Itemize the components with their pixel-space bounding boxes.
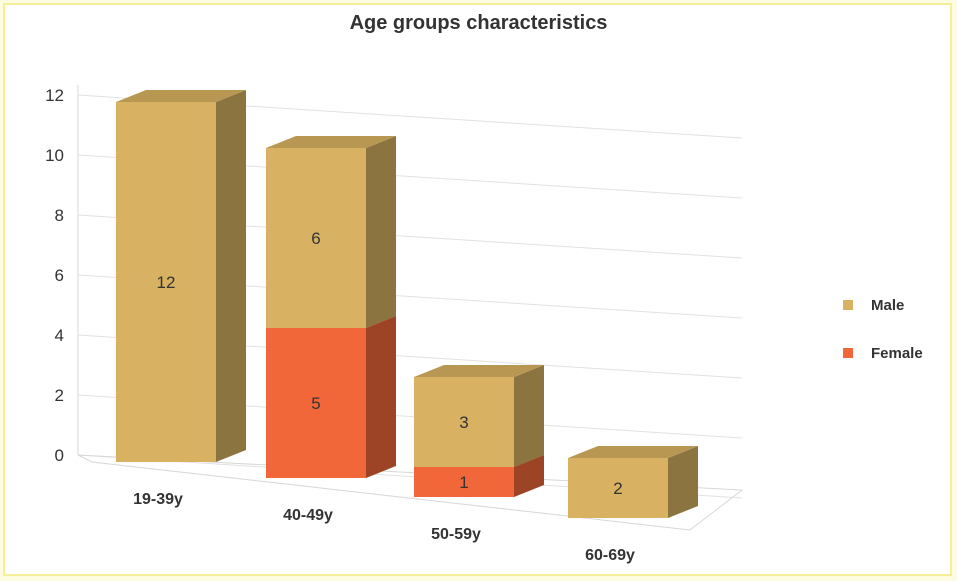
bar-top <box>266 136 396 148</box>
bar-top <box>414 365 544 377</box>
bar-side <box>668 446 698 518</box>
legend-label-male: Male <box>871 296 905 314</box>
data-label: 5 <box>311 394 320 413</box>
x-tick-label: 50-59y <box>431 526 481 543</box>
legend-item-male: Male <box>843 293 923 317</box>
x-tick-label: 60-69y <box>585 547 635 564</box>
y-tick-label: 4 <box>55 326 64 345</box>
data-label: 3 <box>459 413 468 432</box>
chart-title: Age groups characteristics <box>349 12 608 34</box>
data-label: 2 <box>613 479 622 498</box>
bar-front <box>568 458 668 518</box>
legend-item-female: Female <box>843 341 923 365</box>
data-label: 1 <box>459 473 468 492</box>
data-label: 12 <box>157 273 176 292</box>
y-tick-label: 6 <box>55 266 64 285</box>
bar-side <box>216 90 246 462</box>
bar-front <box>266 328 366 478</box>
bar-side <box>514 455 544 497</box>
data-label: 6 <box>311 229 320 248</box>
bar-front <box>116 102 216 462</box>
bar-front <box>414 377 514 467</box>
legend-swatch-female <box>843 348 853 358</box>
bar-top <box>116 90 246 102</box>
bar-front <box>414 467 514 497</box>
y-tick-label: 2 <box>55 386 64 405</box>
y-tick-label: 10 <box>45 146 64 165</box>
y-tick-label: 0 <box>55 446 64 465</box>
legend: Male Female <box>843 293 923 389</box>
legend-swatch-male <box>843 300 853 310</box>
bar-side <box>514 365 544 467</box>
bar-side <box>366 316 396 478</box>
y-tick-label: 12 <box>45 86 64 105</box>
x-tick-label: 40-49y <box>283 507 333 524</box>
bar-top <box>568 446 698 458</box>
x-tick-label: 19-39y <box>133 491 183 508</box>
legend-label-female: Female <box>871 344 923 362</box>
bar-front <box>266 148 366 328</box>
bar-side <box>366 136 396 328</box>
y-tick-label: 8 <box>55 206 64 225</box>
